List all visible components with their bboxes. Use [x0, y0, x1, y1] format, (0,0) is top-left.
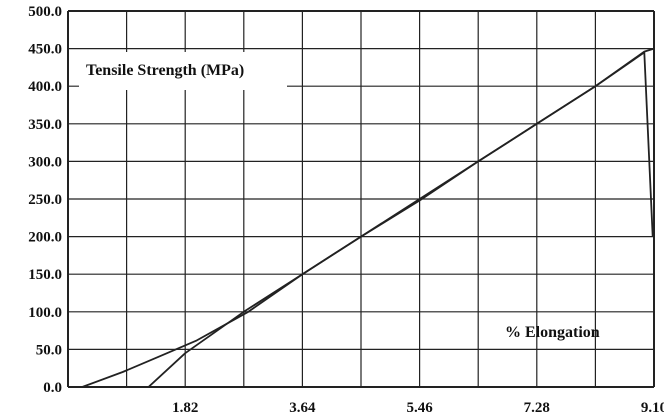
x-tick-label: 3.64 [289, 400, 316, 416]
y-tick-label: 300.0 [28, 154, 62, 170]
series-lines [81, 47, 655, 388]
y-tick-label: 50.0 [36, 342, 62, 358]
x-tick-label: 9.10 [641, 400, 664, 416]
y-tick-label: 100.0 [28, 305, 62, 321]
y-tick-labels: 0.0 50.0 100.0 150.0 200.0 250.0 300.0 350.0 400… [28, 4, 62, 396]
x-axis-label: % Elongation [505, 324, 600, 341]
y-tick-label: 400.0 [28, 79, 62, 95]
y-tick-label: 150.0 [28, 267, 62, 283]
x-tick-label: 7.28 [524, 400, 550, 416]
series-line-2 [147, 47, 655, 388]
y-tick-label: 250.0 [28, 192, 62, 208]
y-tick-label: 200.0 [28, 230, 62, 246]
y-tick-label: 450.0 [28, 42, 62, 58]
x-tick-labels: 1.82 3.64 5.46 7.28 9.10 [172, 400, 664, 416]
y-tick-label: 500.0 [28, 4, 62, 20]
y-tick-label: 0.0 [43, 380, 62, 396]
x-tick-label: 1.82 [172, 400, 198, 416]
y-axis-label: Tensile Strength (MPa) [86, 62, 244, 79]
ylabel-background [79, 52, 287, 90]
x-tick-label: 5.46 [406, 400, 433, 416]
y-tick-label: 350.0 [28, 117, 62, 133]
